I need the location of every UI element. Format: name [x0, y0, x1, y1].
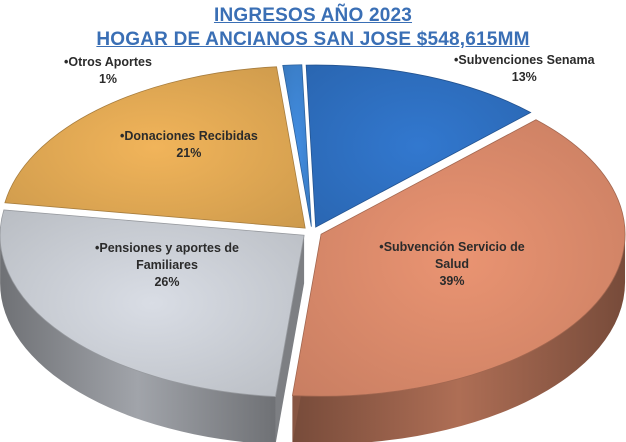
label-salud: •Subvención Servicio de Salud 39% — [379, 240, 525, 288]
slice-side-familia — [0, 235, 276, 442]
label-donaciones: •Donaciones Recibidas 21% — [120, 129, 258, 160]
label-senama: •Subvenciones Senama 13% — [454, 53, 595, 84]
slice-top-salud — [291, 119, 626, 397]
label-otros: •Otros Aportes 1% — [64, 55, 152, 86]
slice-wall-familia-0 — [275, 235, 305, 442]
chart-title-line-1: INGRESOS AÑO 2023 — [213, 5, 413, 26]
slice-top-donacion — [4, 66, 306, 229]
slice-side-salud — [292, 234, 626, 442]
chart-title-line-2: HOGAR DE ANCIANOS SAN JOSE $548,615MM — [96, 29, 530, 50]
slice-top-otros — [282, 64, 312, 227]
slice-top-familia — [0, 209, 305, 397]
slice-top-senama — [305, 64, 532, 228]
label-pensiones: •Pensiones y aportes de Familiares 26% — [94, 241, 240, 289]
